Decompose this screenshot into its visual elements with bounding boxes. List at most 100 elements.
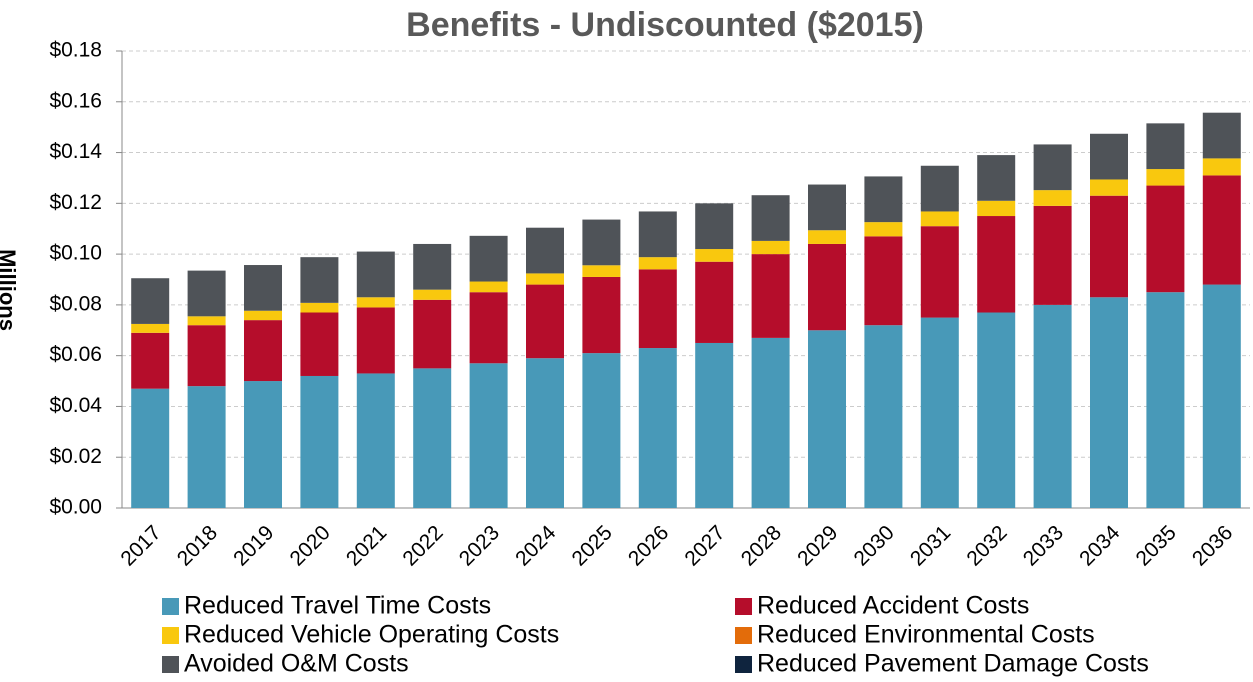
y-tick-label: $0.10 [49,242,102,265]
bar-segment [977,312,1016,508]
bar-segment [187,325,226,387]
legend-label: Reduced Pavement Damage Costs [757,650,1149,678]
bar-segment [356,297,395,308]
bar-segment [582,353,621,508]
legend-label: Reduced Environmental Costs [757,621,1095,649]
legend-swatch [162,598,179,615]
legend-swatch [162,627,179,644]
bar-segment [695,203,734,250]
bar-segment [864,325,903,508]
legend-label: Reduced Travel Time Costs [184,592,491,620]
bar-segment [864,222,903,237]
x-tick-label: 2030 [850,521,899,570]
legend-swatch [162,656,179,673]
legend-label: Avoided O&M Costs [184,650,409,678]
bar-segment [1090,133,1128,180]
bar-segment [638,269,677,349]
bar-segment [1090,195,1128,298]
bar-segment [1146,123,1185,170]
x-tick-label: 2032 [962,521,1011,570]
x-tick-label: 2018 [173,521,222,570]
x-tick-label: 2024 [511,521,561,571]
bar-segment [526,358,564,508]
bar-segment [977,200,1016,217]
bar-segment [751,254,790,338]
x-tick-label: 2028 [737,521,786,570]
bar-segment [469,281,508,293]
bar-segment [864,236,903,326]
bar-segment [1202,175,1241,285]
x-tick-label: 2034 [1075,521,1125,571]
x-tick-label: 2021 [342,521,391,570]
chart-title: Benefits - Undiscounted ($2015) [406,6,924,44]
bar-segment [1202,158,1241,176]
bar-segment [920,226,959,318]
bar-segment [187,270,226,317]
bar-segment [920,165,959,212]
bar-segment [300,312,339,376]
legend-swatch [735,598,752,615]
bar-segment [638,348,677,508]
bar-segment [695,261,734,343]
bar-segment [920,317,959,508]
y-tick-label: $0.14 [49,140,102,163]
bar-segment [356,373,395,508]
bar-segment [864,176,903,223]
x-tick-label: 2019 [229,521,278,570]
bar-segment [469,292,508,364]
legend-swatch [735,656,752,673]
y-tick-label: $0.00 [49,496,102,519]
bar-segment [695,249,734,262]
bar-segment [808,230,846,244]
legend-label: Reduced Accident Costs [757,592,1029,620]
bar-segment [638,211,677,258]
bar-segment [244,310,282,321]
x-tick-label: 2020 [286,521,335,570]
y-tick-label: $0.12 [49,191,102,214]
y-tick-label: $0.16 [49,89,102,112]
bar-segment [131,278,170,324]
x-tick-label: 2022 [398,521,447,570]
bar-segment [413,289,452,300]
bar-segment [695,342,734,508]
x-tick-label: 2017 [116,521,165,570]
bar-segment [977,216,1016,313]
y-axis-title: Millions [0,249,20,331]
bar-segment [1033,205,1072,305]
bar-segment [751,195,790,241]
bar-segment [526,227,564,274]
bar-segment [808,330,846,508]
x-tick-label: 2033 [1019,521,1068,570]
bar-segment [808,184,846,231]
bar-segment [1090,297,1128,508]
y-tick-label: $0.18 [49,39,102,62]
legend-swatch [735,627,752,644]
bar-segment [187,386,226,508]
bar-segment [526,284,564,359]
bar-segment [356,251,395,298]
bar-segment [751,240,790,255]
bar-segment [131,332,170,389]
bar-segment [469,235,508,282]
x-tick-label: 2031 [906,521,955,570]
bar-segment [1033,304,1072,508]
x-tick-label: 2029 [793,521,842,570]
bar-segment [469,363,508,508]
bar-segment [1146,169,1185,186]
bar-segment [1146,292,1185,508]
bar-segment [582,265,621,277]
bar-segment [1033,144,1072,191]
bar-segment [751,337,790,508]
y-tick-label: $0.08 [49,292,102,315]
bar-segment [300,375,339,508]
x-tick-label: 2025 [568,521,617,570]
bar-segment [413,368,452,508]
bar-segment [977,155,1016,201]
bar-segment [131,388,170,508]
bar-segment [1033,190,1072,206]
bar-segment [526,273,564,285]
bar-segment [244,265,282,311]
bar-segment [1202,112,1241,159]
y-tick-label: $0.06 [49,343,102,366]
